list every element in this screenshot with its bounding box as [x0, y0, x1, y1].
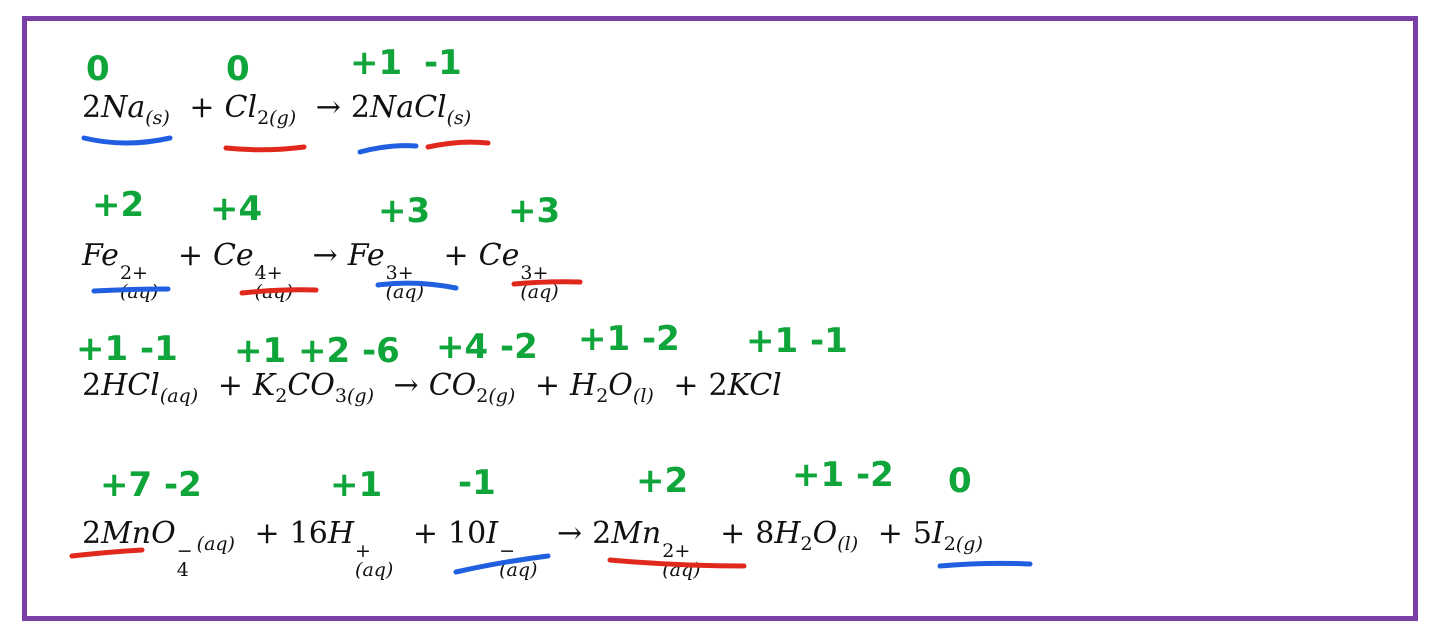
coefficient: 10 — [448, 516, 487, 551]
charge-state-stack: 2+ (aq) — [120, 264, 158, 302]
formula: Na — [101, 90, 146, 125]
subscript: 2 — [943, 533, 956, 555]
state-label: (aq) — [355, 559, 394, 581]
plus-operator: + — [443, 238, 469, 273]
subscript: 2 — [257, 107, 270, 129]
equation-1: 2Na(s) + Cl2(g) → 2NaCl(s) — [82, 88, 471, 128]
formula: NaCl — [369, 90, 447, 125]
coefficient: 2 — [82, 516, 102, 551]
reaction-arrow: → — [315, 90, 341, 125]
subscript: 3 — [334, 385, 347, 407]
formula: O — [812, 516, 838, 551]
charge-state-stack: − (aq) — [499, 542, 537, 580]
subscript: 4 — [176, 559, 189, 581]
reaction-arrow: → — [312, 238, 338, 273]
equation-2: Fe 2+ (aq) + Ce 4+ (aq) → Fe 3+ (aq) + Ce 3+ (aq) — [82, 236, 559, 302]
charge-state-stack: + (aq) — [355, 542, 393, 580]
charge-state-stack: 4+ (aq) — [255, 264, 293, 302]
plus-operator: + — [534, 368, 561, 403]
plus-operator: + — [254, 516, 280, 551]
charge: 4+ — [254, 262, 283, 284]
state-label: (l) — [632, 385, 654, 407]
coefficient: 2 — [708, 368, 728, 403]
coefficient: 16 — [289, 516, 328, 551]
state-label: (aq) — [159, 385, 199, 407]
state-label: (aq) — [119, 281, 159, 303]
reaction-arrow: → — [393, 368, 419, 403]
coefficient: 2 — [592, 516, 612, 551]
charge-state-stack: 3+ (aq) — [386, 264, 424, 302]
formula: Fe — [82, 238, 119, 273]
formula: I — [486, 516, 499, 551]
formula: Ce — [212, 238, 254, 273]
plus-operator: + — [720, 516, 746, 551]
state-label: (s) — [446, 107, 472, 129]
subscript: 2 — [596, 385, 609, 407]
formula: O — [608, 368, 633, 403]
formula: H — [774, 516, 801, 551]
state-label: (g) — [347, 385, 374, 407]
plus-operator: + — [189, 90, 215, 125]
charge: 3+ — [385, 262, 414, 284]
coefficient: 2 — [82, 90, 102, 125]
state-label: (g) — [488, 385, 516, 407]
formula: H — [570, 368, 597, 403]
state-label: (aq) — [520, 281, 559, 303]
charge-state-stack: 3+ (aq) — [520, 264, 558, 302]
state-label: (g) — [269, 107, 297, 129]
formula: CO — [428, 368, 477, 403]
formula: H — [327, 516, 355, 551]
state-label: (aq) — [662, 559, 701, 581]
plus-operator: + — [877, 516, 903, 551]
formula: Ce — [478, 238, 520, 273]
formula: CO — [287, 368, 335, 403]
subscript: 2 — [275, 385, 288, 407]
coefficient: 2 — [350, 90, 370, 125]
coefficient: 8 — [755, 516, 775, 551]
plus-operator: + — [177, 238, 203, 273]
state-label: (l) — [837, 533, 859, 555]
formula: KCl — [727, 368, 782, 403]
formula: I — [931, 516, 944, 551]
formula: Cl — [224, 90, 258, 125]
charge-subscript-stack: −4 — [177, 542, 193, 580]
formula: HCl — [101, 368, 160, 403]
state-label: (aq) — [254, 281, 293, 303]
subscript: 2 — [476, 385, 489, 407]
formula: Mn — [611, 516, 662, 551]
subscript: 2 — [800, 533, 813, 555]
formula: K — [252, 368, 276, 403]
equation-3: 2HCl(aq) + K2CO3(g) → CO2(g) + H2O(l) +2KCl — [82, 366, 782, 406]
charge: 3+ — [520, 262, 549, 284]
coefficient: 5 — [912, 516, 932, 551]
charge: − — [176, 540, 193, 562]
equation-4: 2MnO −4 (aq) +16H + (aq) +10I − (aq) → 2Mn 2+ (aq… — [82, 514, 983, 580]
charge: 2+ — [119, 262, 148, 284]
state-label: (aq) — [385, 281, 424, 303]
state-label: (s) — [145, 107, 170, 129]
state-label: (g) — [955, 533, 983, 555]
plus-operator: + — [412, 516, 439, 551]
charge: + — [355, 540, 371, 562]
plus-operator: + — [673, 368, 699, 403]
state-label: (aq) — [499, 559, 538, 581]
state-label: (aq) — [196, 533, 235, 555]
charge-state-stack: 2+ (aq) — [662, 542, 700, 580]
formula: Fe — [347, 238, 385, 273]
formula: MnO — [101, 516, 176, 551]
plus-operator: + — [217, 368, 243, 403]
content-frame — [22, 16, 1418, 621]
reaction-arrow: → — [556, 516, 583, 551]
charge: 2+ — [662, 540, 691, 562]
coefficient: 2 — [82, 368, 102, 403]
